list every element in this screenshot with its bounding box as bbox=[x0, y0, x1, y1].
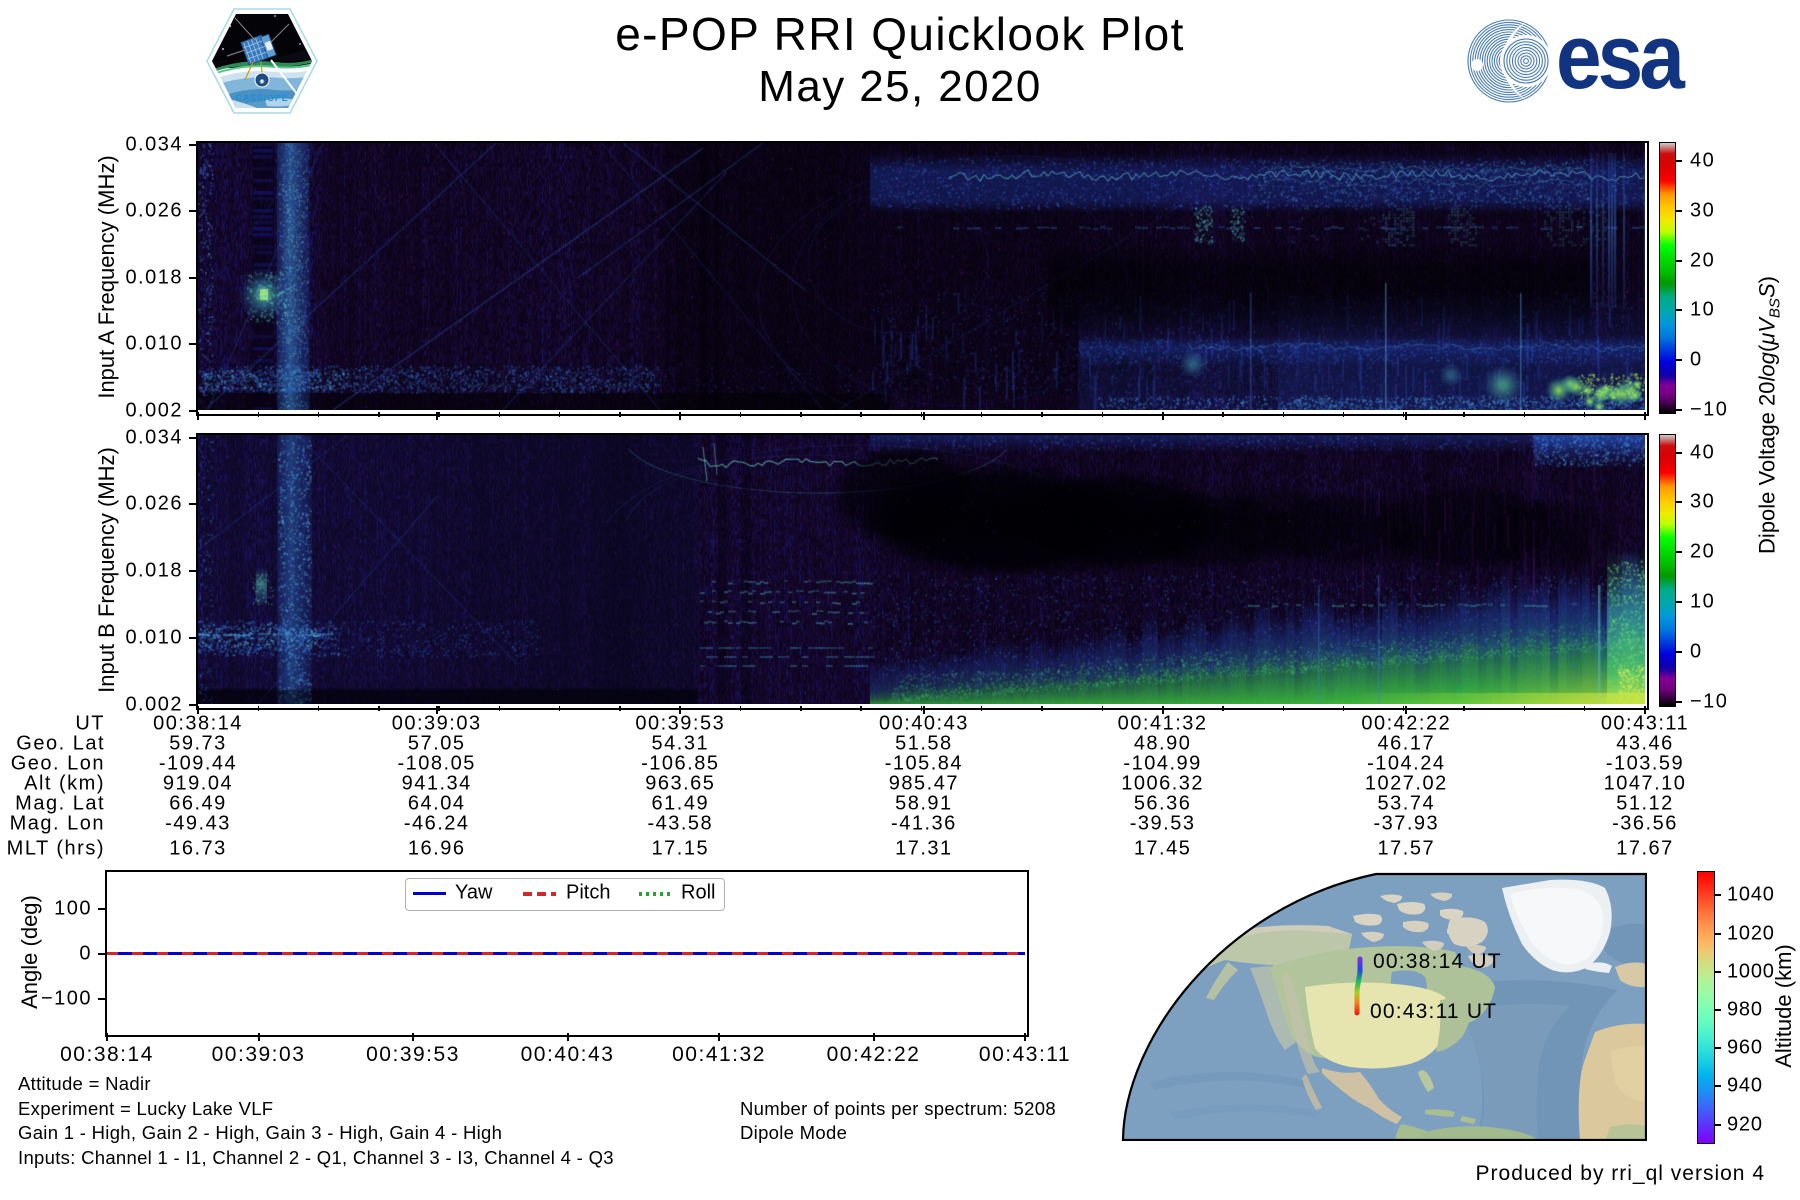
svg-text:◉: ◉ bbox=[259, 79, 264, 85]
svg-text:CASSIOPE: CASSIOPE bbox=[236, 93, 289, 103]
svg-text:00:43:11 UT: 00:43:11 UT bbox=[1370, 1000, 1497, 1023]
svg-text:esa: esa bbox=[1556, 14, 1685, 106]
svg-text:00:38:14 UT: 00:38:14 UT bbox=[1373, 950, 1502, 973]
